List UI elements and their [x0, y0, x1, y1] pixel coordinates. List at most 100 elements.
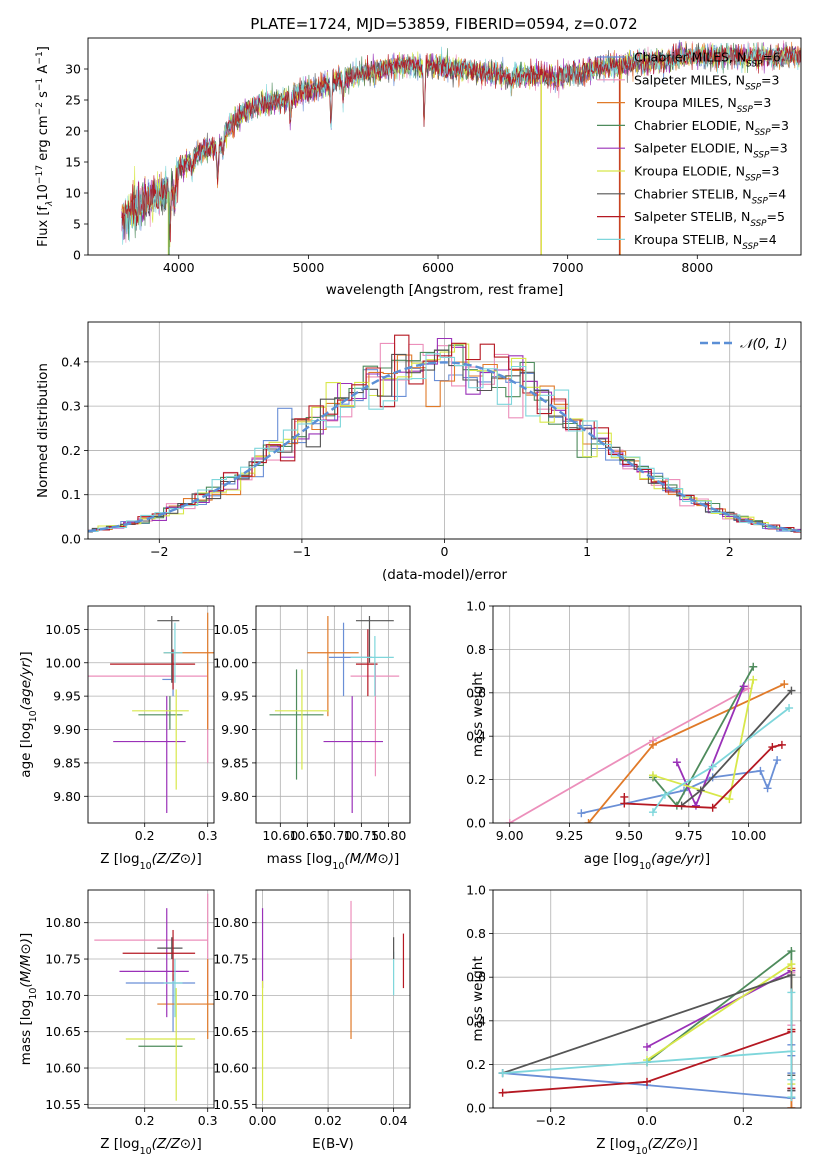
label-italic: (M/M⊙) — [344, 851, 394, 867]
histogram-series — [88, 353, 801, 533]
label-part: ] — [197, 851, 202, 867]
x-tick-label: 5000 — [292, 260, 324, 275]
errorbars — [269, 616, 400, 813]
x-tick-label: 9.00 — [496, 828, 524, 843]
weight-marker — [749, 675, 758, 684]
y-axis-label-part: λ — [45, 201, 55, 207]
weight-marker — [672, 758, 681, 767]
histogram-lines — [88, 334, 801, 533]
y-tick-label: 9.90 — [221, 722, 249, 737]
y-axis-label: mass [log10(M/M⊙)] — [18, 933, 39, 1066]
legend-label: Chabrier ELODIE, NSSP=3 — [634, 118, 789, 138]
x-tick-label: 10.80 — [370, 828, 406, 843]
weight-marker — [643, 1077, 651, 1086]
histogram-series — [88, 343, 801, 532]
y-axis-label: mass weight — [470, 672, 486, 757]
y-axis-label: mass weight — [470, 956, 486, 1041]
x-tick-label: 10.00 — [731, 828, 767, 843]
label-sub: 10 — [332, 861, 344, 872]
y-tick-label: 10.55 — [45, 1097, 81, 1112]
y-tick-label: 0.0 — [61, 532, 81, 547]
x-axis-label: wavelength [Angstrom, rest frame] — [326, 282, 564, 298]
label-part: log — [119, 851, 140, 867]
weight-marker — [498, 1088, 507, 1097]
y-tick-label: 0.6 — [466, 970, 486, 985]
weight-marker — [787, 960, 796, 969]
weight-marker — [787, 1047, 796, 1056]
weight-marker — [787, 947, 796, 956]
weight-marker — [648, 740, 657, 749]
weight-marker — [696, 786, 705, 795]
x-tick-label: 0.2 — [733, 1113, 753, 1128]
weight-marker — [787, 686, 796, 695]
x-tick-label: 0.3 — [198, 1113, 218, 1128]
y-tick-label: 0.2 — [466, 1057, 486, 1072]
axes-frame — [87, 321, 802, 540]
legend-name: Kroupa STELIB, N — [634, 232, 742, 247]
x-tick-label: 0.02 — [314, 1113, 342, 1128]
weight-marker — [498, 1069, 507, 1078]
y-axis-label-part: erg cm — [36, 115, 51, 164]
legend-value: =3 — [761, 164, 779, 179]
weight-marker — [777, 740, 786, 749]
y-axis-label-part: −1 — [35, 78, 45, 91]
y-tick-label: 10.05 — [213, 622, 249, 637]
legend-sub: SSP — [753, 151, 770, 161]
axes-frame — [87, 889, 215, 1109]
y-tick-label: 10.80 — [45, 915, 81, 930]
legend-sub: SSP — [745, 82, 762, 92]
weight-marker — [787, 1075, 796, 1084]
axes-frame — [492, 889, 802, 1109]
x-tick-label: 9.75 — [675, 828, 703, 843]
y-axis-label-part: −1 — [35, 51, 45, 64]
weight-marker — [643, 1042, 651, 1051]
weight-marker — [643, 1058, 651, 1067]
legend-sub: SSP — [746, 60, 763, 70]
weight-marker — [787, 988, 796, 997]
x-tick-label: 2 — [726, 544, 734, 559]
legend-label: Salpeter ELODIE, NSSP=3 — [634, 141, 788, 161]
legend-label: Kroupa STELIB, NSSP=4 — [634, 232, 777, 252]
y-tick-label: 0.0 — [466, 1101, 486, 1116]
y-tick-label: 10.05 — [45, 622, 81, 637]
errorbars — [94, 893, 214, 1101]
axes-frame — [255, 605, 411, 824]
y-tick-label: 10.75 — [213, 952, 249, 967]
x-tick-label: 0 — [441, 544, 449, 559]
label-part: log — [615, 1136, 636, 1152]
weight-marker — [505, 819, 514, 823]
weight-marker — [739, 682, 748, 691]
label-part: ] — [394, 851, 399, 867]
label-part: Z [ — [100, 1136, 119, 1152]
label-part: Z [ — [100, 851, 119, 867]
y-tick-label: 10.70 — [213, 988, 249, 1003]
y-tick-label: 0.2 — [466, 772, 486, 787]
legend-label: Chabrier STELIB, NSSP=4 — [634, 186, 786, 206]
legend-name: Salpeter STELIB, N — [634, 209, 750, 224]
y-tick-label: 10.00 — [45, 655, 81, 670]
label-part: ] — [693, 1136, 698, 1152]
label-sub: 10 — [140, 1146, 152, 1157]
legend-name: Kroupa MILES, N — [634, 95, 737, 110]
axes-frame — [255, 889, 411, 1109]
label-part: log — [18, 1000, 34, 1021]
y-tick-label: 10.60 — [45, 1061, 81, 1076]
weight-marker — [584, 819, 593, 823]
x-axis-label: mass [log10(M/M⊙)] — [267, 851, 400, 872]
legend-label: Salpeter STELIB, NSSP=5 — [634, 209, 785, 229]
label-sub: 10 — [28, 710, 39, 722]
axes-frame — [87, 605, 215, 824]
y-tick-label: 0.2 — [61, 443, 81, 458]
weight-marker — [620, 799, 629, 808]
spectrum-lines — [121, 40, 801, 255]
weight-marker — [749, 662, 758, 671]
label-part: Z [ — [596, 1136, 615, 1152]
x-axis-label: E(B-V) — [312, 1136, 354, 1152]
x-tick-label: 0.0 — [637, 1113, 657, 1128]
y-tick-label: 0.4 — [61, 354, 81, 369]
y-axis-label-part: s — [36, 91, 51, 102]
x-tick-label: −0.2 — [536, 1113, 566, 1128]
